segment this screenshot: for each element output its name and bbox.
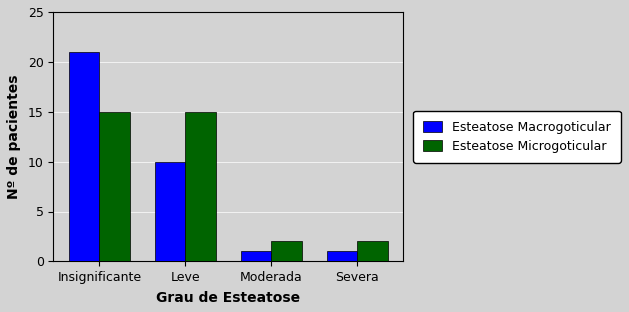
X-axis label: Grau de Esteatose: Grau de Esteatose (157, 291, 301, 305)
Bar (272, 241, 301, 261)
Bar (327, 251, 357, 261)
Bar (99, 112, 130, 261)
Legend: Esteatose Macrogoticular, Esteatose Microgoticular: Esteatose Macrogoticular, Esteatose Micr… (413, 110, 621, 163)
Bar (357, 241, 387, 261)
Bar (242, 251, 272, 261)
Bar (186, 112, 216, 261)
Bar (69, 52, 99, 261)
Y-axis label: Nº de pacientes: Nº de pacientes (7, 75, 21, 199)
Bar (155, 162, 186, 261)
